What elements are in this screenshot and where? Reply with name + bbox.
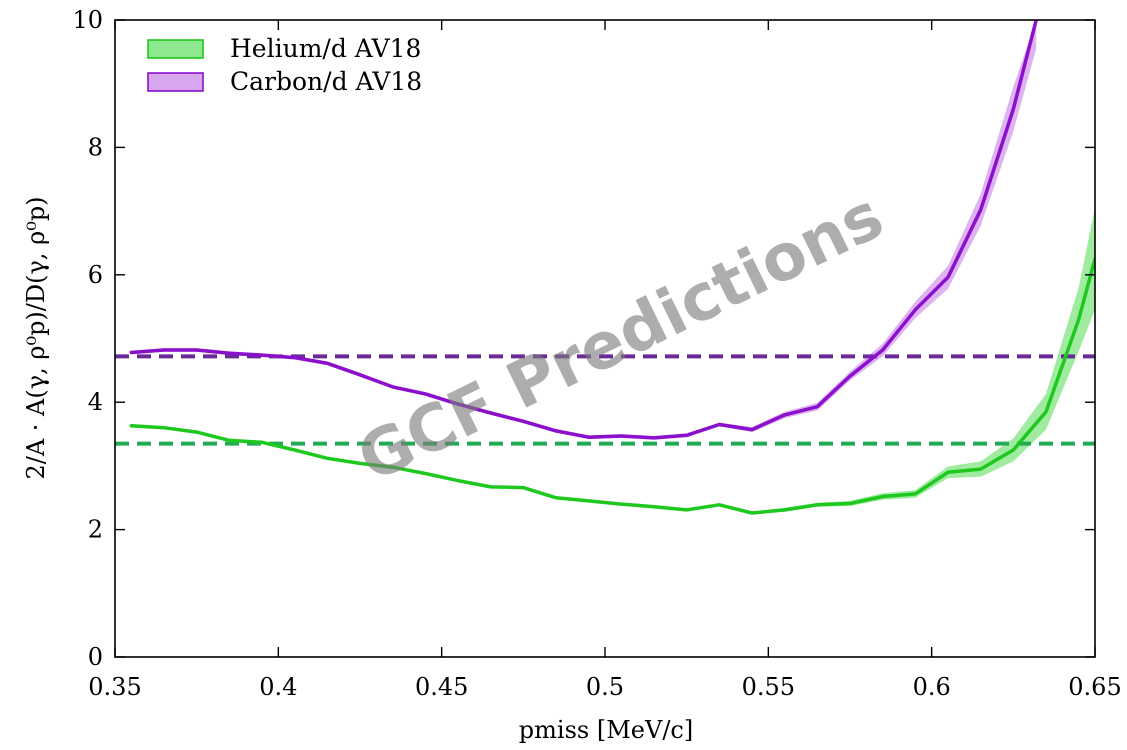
x-tick-label: 0.4 xyxy=(259,673,297,701)
legend-label-series-1: Carbon/d AV18 xyxy=(230,67,422,96)
legend-swatch-series-0 xyxy=(147,39,204,59)
x-tick-label: 0.5 xyxy=(586,673,624,701)
x-tick-label: 0.65 xyxy=(1068,673,1121,701)
y-tick-label: 10 xyxy=(72,6,103,34)
y-tick-label: 0 xyxy=(88,643,103,671)
x-tick-label: 0.6 xyxy=(913,673,951,701)
legend-label-series-0: Helium/d AV18 xyxy=(230,34,421,63)
y-axis-label: 2/A · A(γ, ρ⁰p)/D(γ, ρ⁰p) xyxy=(22,196,50,479)
y-tick-label: 6 xyxy=(88,261,103,289)
line-series-0 xyxy=(129,257,1095,515)
watermark-text: GCF Predictions xyxy=(347,179,895,497)
series-lines xyxy=(129,20,1095,515)
y-tick-label: 8 xyxy=(88,133,103,161)
x-axis-label: pmiss [MeV/c] xyxy=(519,716,693,744)
y-tick-label: 4 xyxy=(88,388,103,416)
x-tick-label: 0.55 xyxy=(742,673,795,701)
legend-swatch-series-1 xyxy=(147,72,204,92)
y-tick-label: 2 xyxy=(88,516,103,544)
legend: Helium/d AV18 Carbon/d AV18 xyxy=(147,34,422,96)
axis-ticks: 0.35 0.4 0.45 0.5 0.55 0.6 0.65 0 2 4 6 8 10 xyxy=(72,6,1121,701)
x-tick-label: 0.45 xyxy=(415,673,468,701)
x-tick-label: 0.35 xyxy=(88,673,141,701)
line-series-1 xyxy=(129,20,1038,440)
